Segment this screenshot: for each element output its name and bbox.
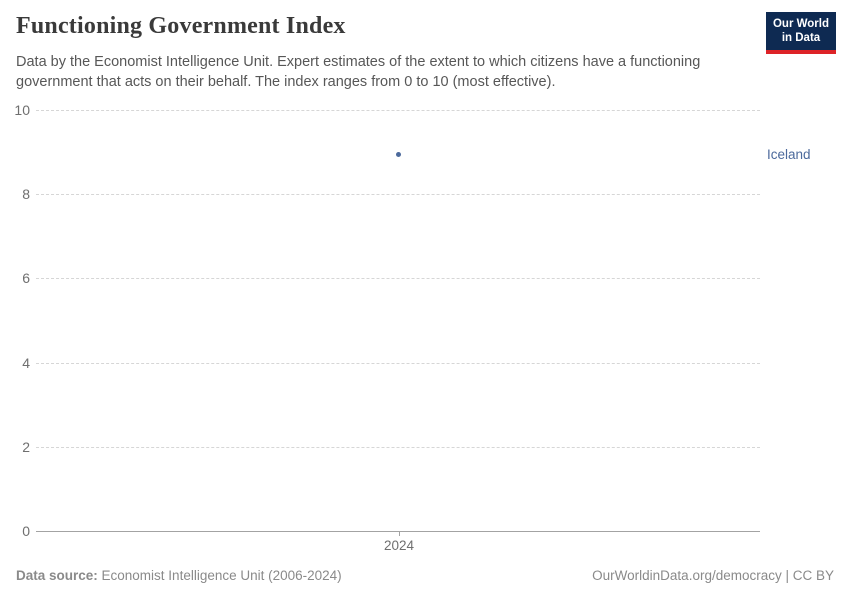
gridline: [36, 362, 760, 364]
chart-subtitle: Data by the Economist Intelligence Unit.…: [16, 54, 701, 90]
gridline: [36, 110, 760, 111]
x-axis-line: [36, 531, 760, 532]
logo-line-2: in Data: [781, 32, 821, 45]
y-tick-label: 2: [22, 438, 30, 455]
gridline: [36, 446, 760, 448]
credit-link[interactable]: OurWorldinData.org/democracy | CC BY: [592, 568, 834, 583]
y-tick-label: 0: [22, 523, 30, 539]
data-point-iceland[interactable]: [396, 152, 401, 158]
y-tick-label: 10: [14, 102, 30, 118]
data-source-label: Data source:: [16, 568, 98, 583]
data-source-value: Economist Intelligence Unit (2006-2024): [97, 568, 342, 583]
page-title: Functioning Government Index: [16, 13, 346, 39]
x-tick-label: 2024: [383, 538, 415, 553]
owid-logo[interactable]: Our World in Data: [766, 12, 836, 54]
y-tick-label: 6: [22, 270, 30, 287]
x-axis-tick: [399, 531, 400, 536]
gridline: [36, 278, 760, 280]
y-tick-label: 4: [22, 354, 30, 371]
footer: Data source: Economist Intelligence Unit…: [16, 568, 834, 583]
y-tick-label: 8: [22, 186, 30, 203]
data-source-line: Data source: Economist Intelligence Unit…: [16, 568, 342, 583]
gridline: [36, 194, 760, 196]
logo-line-1: Our World: [772, 18, 829, 30]
series-label-iceland[interactable]: Iceland: [767, 147, 811, 163]
